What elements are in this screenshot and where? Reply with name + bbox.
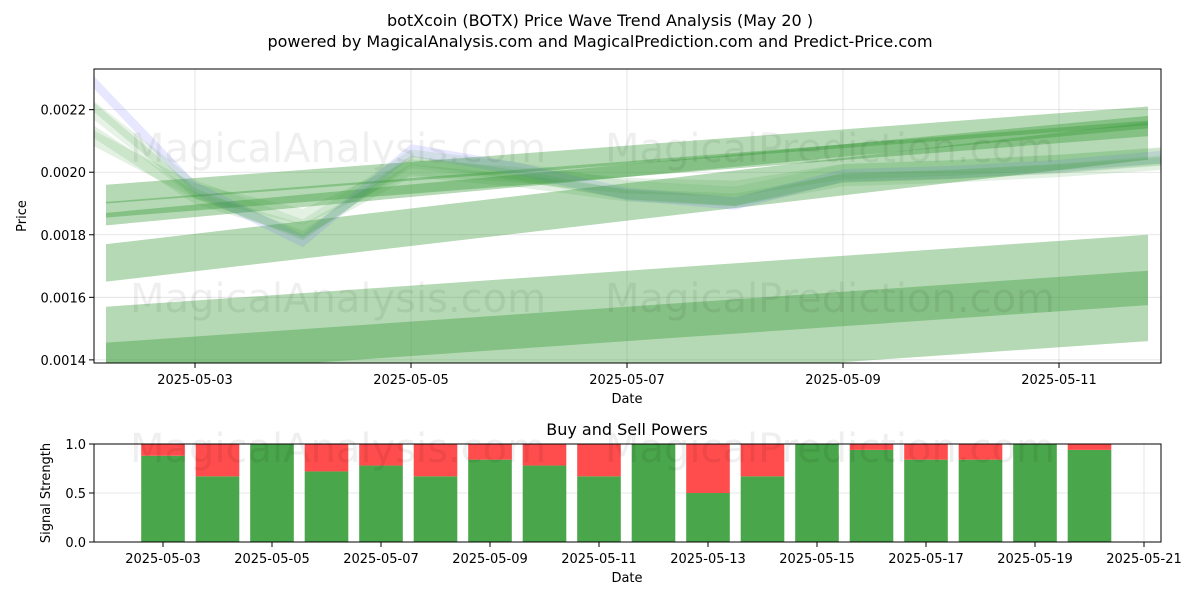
watermark-prediction-top: MagicalPrediction.com bbox=[605, 126, 1055, 172]
sell-bar bbox=[1067, 444, 1112, 450]
trend-band bbox=[106, 115, 1148, 226]
sell-bar bbox=[359, 444, 403, 466]
sell-bar bbox=[468, 444, 512, 460]
buy-bar bbox=[413, 476, 458, 542]
signal-x-tick-label: 2025-05-05 bbox=[234, 552, 310, 567]
signal-x-ticks: 2025-05-03 2025-05-05 2025-05-07 2025-05-09… bbox=[125, 542, 1182, 567]
buy-bar bbox=[304, 471, 349, 542]
buy-bar bbox=[958, 459, 1003, 542]
sell-bar bbox=[740, 444, 785, 477]
signal-x-tick-label: 2025-05-03 bbox=[125, 552, 201, 567]
price-y-tick-label: 0.0018 bbox=[41, 229, 87, 244]
buy-bar bbox=[631, 444, 676, 542]
signal-x-tick-label: 2025-05-13 bbox=[670, 552, 746, 567]
signal-x-tick-label: 2025-05-11 bbox=[561, 552, 637, 567]
trend-band bbox=[106, 120, 1148, 218]
buy-bar bbox=[577, 476, 621, 542]
signal-x-tick-label: 2025-05-19 bbox=[997, 552, 1073, 567]
chart-title: botXcoin (BOTX) Price Wave Trend Analysi… bbox=[387, 11, 813, 30]
price-x-tick-label: 2025-05-11 bbox=[1021, 373, 1097, 388]
signal-y-tick-label: 1.0 bbox=[65, 438, 86, 453]
signal-y-label: Signal Strength bbox=[39, 443, 54, 543]
signal-bars bbox=[141, 444, 1112, 542]
sell-bar bbox=[849, 444, 894, 450]
price-plot-area bbox=[94, 69, 1161, 363]
signal-y-tick-label: 0.0 bbox=[65, 536, 86, 551]
sell-bar bbox=[413, 444, 458, 477]
buy-bar bbox=[359, 465, 403, 542]
wave-trace bbox=[94, 125, 1161, 237]
price-x-tick-label: 2025-05-07 bbox=[589, 373, 665, 388]
wave-trace bbox=[94, 101, 1161, 239]
sell-bar bbox=[304, 444, 349, 472]
price-y-tick-label: 0.0022 bbox=[41, 104, 87, 119]
buy-bar bbox=[468, 459, 512, 542]
price-y-ticks: 0.0014 0.0016 0.0018 0.0020 0.0022 bbox=[41, 104, 94, 369]
signal-y-tick-label: 0.5 bbox=[65, 487, 86, 502]
buy-bar bbox=[522, 465, 567, 542]
trend-band bbox=[106, 234, 1148, 363]
price-x-ticks: 2025-05-03 2025-05-05 2025-05-07 2025-05-09… bbox=[157, 363, 1097, 388]
price-y-label: Price bbox=[15, 200, 30, 232]
price-x-tick-label: 2025-05-05 bbox=[373, 373, 449, 388]
signal-x-tick-label: 2025-05-15 bbox=[779, 552, 855, 567]
buy-bar bbox=[250, 444, 294, 542]
buy-bar bbox=[740, 476, 785, 542]
buy-bar bbox=[195, 476, 240, 542]
buy-bar bbox=[1013, 444, 1057, 542]
watermark-analysis-top: MagicalAnalysis.com bbox=[130, 126, 546, 172]
buy-bar bbox=[686, 493, 730, 542]
price-bands bbox=[106, 106, 1148, 363]
price-y-tick-label: 0.0014 bbox=[41, 354, 87, 369]
watermark-analysis-bottom: MagicalAnalysis.com bbox=[130, 426, 546, 472]
signal-panel: Buy and Sell Powers MagicalAnalysis.com … bbox=[39, 420, 1182, 586]
price-x-tick-label: 2025-05-03 bbox=[157, 373, 233, 388]
sell-bar bbox=[577, 444, 621, 477]
trend-band bbox=[106, 122, 1148, 282]
chart-subtitle: powered by MagicalAnalysis.com and Magic… bbox=[267, 32, 932, 51]
price-wave bbox=[94, 76, 1161, 248]
buy-bar bbox=[1067, 449, 1112, 542]
buy-bar bbox=[904, 459, 948, 542]
buy-bar bbox=[849, 449, 894, 542]
sell-bar bbox=[686, 444, 730, 493]
buy-bar bbox=[141, 455, 185, 542]
sell-bar bbox=[195, 444, 240, 477]
sell-bar bbox=[141, 444, 185, 456]
signal-title: Buy and Sell Powers bbox=[546, 420, 708, 439]
buy-bar bbox=[795, 444, 839, 542]
price-y-tick-label: 0.0016 bbox=[41, 291, 87, 306]
watermark-prediction-mid: MagicalPrediction.com bbox=[605, 276, 1055, 322]
sell-bar bbox=[904, 444, 948, 460]
price-y-tick-label: 0.0020 bbox=[41, 166, 87, 181]
trend-band bbox=[106, 270, 1148, 363]
sell-bar bbox=[522, 444, 567, 466]
signal-x-tick-label: 2025-05-17 bbox=[888, 552, 964, 567]
signal-x-tick-label: 2025-05-09 bbox=[452, 552, 528, 567]
sell-bar bbox=[958, 444, 1003, 460]
price-x-tick-label: 2025-05-09 bbox=[805, 373, 881, 388]
watermark-analysis-mid: MagicalAnalysis.com bbox=[130, 276, 546, 322]
trend-band bbox=[106, 106, 1148, 204]
signal-x-tick-label: 2025-05-21 bbox=[1106, 552, 1182, 567]
price-panel: MagicalAnalysis.com MagicalPrediction.co… bbox=[15, 68, 1162, 407]
wave-trace bbox=[94, 102, 1161, 241]
watermark-prediction-bottom: MagicalPrediction.com bbox=[605, 426, 1055, 472]
signal-x-tick-label: 2025-05-07 bbox=[343, 552, 419, 567]
signal-y-ticks: 0.0 0.5 1.0 bbox=[65, 438, 94, 551]
signal-x-label: Date bbox=[611, 571, 642, 586]
price-grid bbox=[94, 69, 1161, 363]
price-x-label: Date bbox=[611, 392, 642, 407]
